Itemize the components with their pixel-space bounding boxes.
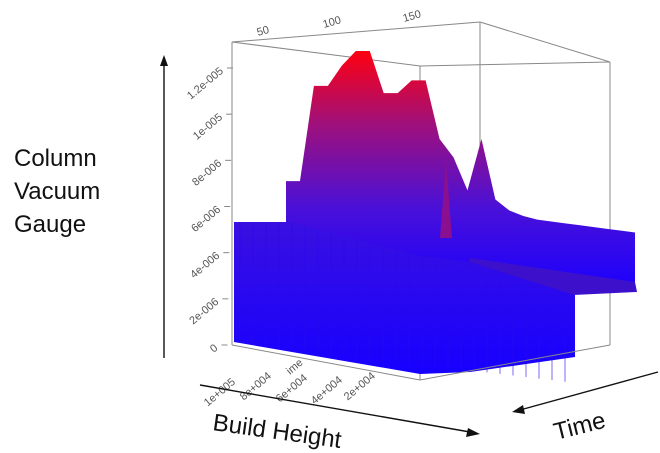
z-tick-label: 2e-006 <box>187 296 221 327</box>
top-tick-label: 150 <box>402 8 423 25</box>
y-axis-arrowhead <box>512 405 525 414</box>
z-tick-label: 8e-006 <box>190 157 224 188</box>
axis-arrows <box>160 55 659 437</box>
top-tick-label: 100 <box>322 14 343 31</box>
box-edge <box>419 61 611 67</box>
x-axis-arrowhead <box>466 428 480 437</box>
bottom-tick-label: 4e+004 <box>309 374 345 407</box>
z-tick-label: 4e-006 <box>188 250 222 281</box>
box-edge <box>231 344 421 381</box>
z-tick-label: 1.2e-005 <box>185 65 226 102</box>
box-edge <box>479 21 611 63</box>
z-tick-label: 6e-006 <box>189 204 223 235</box>
surface-front-block <box>234 222 575 374</box>
surface-plot <box>234 51 637 382</box>
z-axis-label-line-1: Column <box>14 145 97 172</box>
z-axis-label-line-3: Gauge <box>14 211 86 238</box>
x-axis-label: Build Height <box>211 409 343 453</box>
z-ticks: 0 2e-006 4e-006 6e-006 8e-006 1e-005 1.2e-005 <box>185 65 233 355</box>
bottom-tick-label: 2e+004 <box>342 370 378 403</box>
bottom-tick-label: 8e+004 <box>238 370 274 403</box>
top-ticks: 50 100 150 <box>256 8 423 39</box>
z-tick-label: 1e-005 <box>191 111 225 142</box>
x-axis-arrow <box>199 384 471 433</box>
y-axis-arrow <box>519 371 659 411</box>
z-axis-label-line-2: Vacuum <box>14 178 100 205</box>
z-tick-label: 0 <box>208 342 220 355</box>
top-tick-label: 50 <box>256 24 271 39</box>
surface-ridge <box>286 51 635 292</box>
bottom-tick-label: 1e+005 <box>202 376 238 409</box>
box-edge <box>231 41 421 67</box>
z-axis-arrowhead <box>160 55 168 66</box>
box-edge <box>231 21 481 43</box>
box-edge <box>419 344 611 381</box>
y-axis-label: Time <box>551 407 608 446</box>
box-front <box>231 344 611 381</box>
surface-spike <box>440 160 452 238</box>
